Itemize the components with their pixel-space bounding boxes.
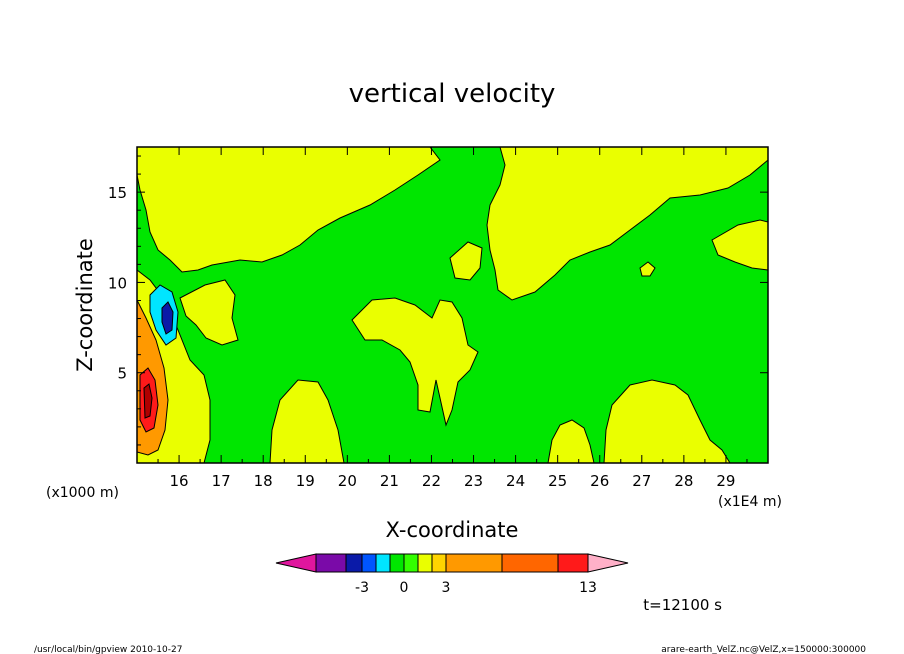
x-tick-label: 18	[254, 472, 273, 490]
contour-yellow-center	[351, 297, 479, 427]
x-tick-label: 20	[338, 472, 357, 490]
contour-yellow-upper-mid	[449, 241, 483, 281]
y-axis-label: Z-coordinate	[73, 238, 97, 372]
x-tick-label: 17	[212, 472, 231, 490]
x-tick-label: 26	[590, 472, 609, 490]
colorbar-swatch	[361, 553, 377, 573]
colorbar-swatch	[557, 553, 589, 573]
x-tick-label: 21	[380, 472, 399, 490]
colorbar-tick-label: 13	[579, 580, 597, 596]
colorbar-swatch	[445, 553, 503, 573]
time-label: t=12100 s	[643, 596, 722, 614]
colorbar	[275, 553, 629, 573]
colorbar-swatch	[403, 553, 419, 573]
x-unit-label: (x1E4 m)	[718, 494, 782, 510]
y-tick-label: 5	[117, 365, 127, 383]
x-tick-label: 28	[674, 472, 693, 490]
colorbar-swatch	[315, 553, 347, 573]
colorbar-swatch	[345, 553, 363, 573]
colorbar-tick-label: 0	[400, 580, 409, 596]
contour-yellow-lower-left	[269, 379, 345, 464]
contour-yellow-top-right	[486, 146, 769, 301]
footer-left: /usr/local/bin/gpview 2010-10-27	[34, 645, 182, 654]
x-tick-label: 27	[632, 472, 651, 490]
footer-right: arare-earth_VelZ.nc@VelZ,x=150000:300000	[661, 645, 866, 654]
colorbar-swatch	[389, 553, 405, 573]
colorbar-swatch	[417, 553, 433, 573]
colorbar-swatch	[375, 553, 391, 573]
colorbar-arrow-high	[587, 553, 629, 573]
contour-yellow-lower-right	[603, 379, 731, 464]
x-tick-label: 24	[506, 472, 525, 490]
contour-yellow-lower-mid	[547, 419, 595, 464]
colorbar-swatch	[501, 553, 559, 573]
colorbar-tick-label: 3	[442, 580, 451, 596]
x-tick-label: 16	[170, 472, 189, 490]
x-axis: 16 17 18 19 20 21 22 23 24 25 26 27 28 29	[157, 147, 748, 490]
x-tick-label: 23	[464, 472, 483, 490]
contour-yellow-small-right	[639, 261, 656, 277]
x-tick-label: 19	[296, 472, 315, 490]
contour-yellow-top-left	[136, 146, 441, 273]
x-axis-label: X-coordinate	[386, 518, 519, 542]
x-tick-label: 25	[548, 472, 567, 490]
colorbar-labels: -3 0 3 13	[355, 580, 597, 596]
colorbar-swatch	[431, 553, 447, 573]
chart-title: vertical velocity	[349, 79, 556, 109]
y-tick-label: 10	[108, 274, 127, 292]
plot-area: 16 17 18 19 20 21 22 23 24 25 26 27 28 29 5 10 15	[108, 146, 769, 490]
y-tick-label: 15	[108, 184, 127, 202]
x-tick-label: 29	[716, 472, 735, 490]
contour-darkred-cell	[143, 383, 153, 419]
contour-yellow-left-mid	[179, 279, 239, 346]
colorbar-arrow-low	[275, 553, 317, 573]
contour-blue-cell	[161, 301, 174, 335]
y-axis: 5 10 15	[108, 155, 768, 446]
colorbar-tick-label: -3	[355, 580, 369, 596]
y-unit-label: (x1000 m)	[46, 485, 119, 501]
x-tick-label: 22	[422, 472, 441, 490]
